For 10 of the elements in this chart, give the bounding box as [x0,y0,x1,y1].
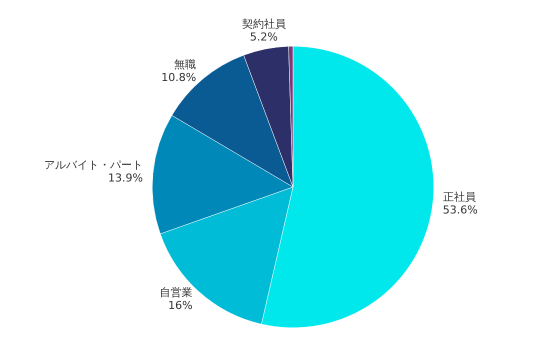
data-label: 13.9% [108,172,143,185]
slice-label: 無職 [174,58,196,71]
data-label: 10.8% [161,70,196,84]
slice-label: アルバイト・パート [44,158,143,172]
slice-label: 契約社員 [242,17,286,30]
slice-label: 正社員 [442,190,476,204]
slice-label: 自営業 [160,286,193,299]
data-label: 53.6% [442,203,478,216]
data-label: 5.2% [250,30,278,44]
data-label: 16% [168,298,193,312]
